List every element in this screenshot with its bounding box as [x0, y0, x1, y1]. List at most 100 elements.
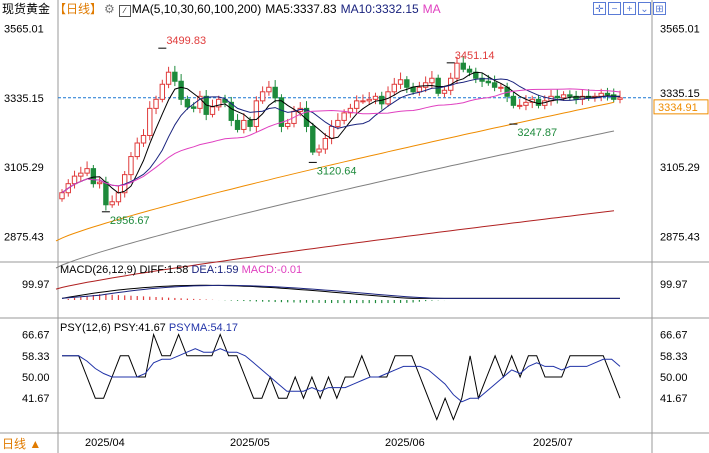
candle-body: [285, 122, 291, 127]
symbol-title: 现货黄金: [2, 2, 51, 16]
candle-body: [322, 137, 329, 150]
current-price-box: [653, 99, 709, 115]
plus-icon[interactable]: +: [623, 2, 636, 15]
candle-body: [328, 125, 335, 139]
price-tick-left: 3105.29: [4, 162, 44, 174]
candle-body: [567, 94, 573, 97]
candle-body: [485, 80, 492, 84]
candle-body: [466, 68, 473, 73]
candle-body: [454, 62, 460, 79]
macd-tick-left: 99.97: [22, 279, 50, 291]
candle-body: [554, 95, 561, 99]
macd-diff-line: [61, 284, 620, 299]
ma30-line: [61, 88, 621, 194]
candle-body: [422, 82, 429, 88]
ma5-value: MA5:3337.83: [265, 2, 337, 16]
price-tick-right: 3565.01: [660, 24, 700, 36]
price-tick-right: 2875.43: [660, 231, 700, 243]
psy-tick-right: 41.67: [660, 393, 688, 405]
candle-body: [535, 98, 542, 106]
candle-body: [523, 101, 529, 106]
annotation-high2: 3451.14: [455, 50, 495, 62]
macd-value: MACD:-0.01: [241, 264, 303, 276]
candle-body: [460, 62, 466, 70]
candle-body: [353, 100, 360, 109]
psy-value: PSY:41.67: [113, 322, 166, 334]
ma5-line: [61, 71, 620, 194]
macd-tick-right: 99.97: [660, 279, 688, 291]
candle-body: [59, 192, 65, 200]
ma-switch-icon[interactable]: ∕: [118, 5, 131, 17]
candle-body: [347, 107, 354, 114]
candle-body: [140, 134, 147, 144]
candle-body: [397, 79, 404, 85]
candle-body: [372, 95, 379, 100]
psyma-line: [62, 348, 621, 403]
candle-body: [259, 91, 266, 102]
candle-body: [209, 106, 216, 115]
macd-label: MACD(26,12,9): [60, 264, 137, 276]
candle-body: [96, 181, 103, 185]
candle-body: [71, 175, 78, 185]
candle-body: [404, 79, 410, 88]
candle-body: [278, 97, 285, 127]
ma-more: MA: [422, 2, 441, 16]
candle-body: [216, 98, 222, 108]
ma60-line: [55, 101, 615, 242]
candle-body: [341, 112, 347, 121]
candle-body: [153, 98, 159, 109]
price-tick-left: 3335.15: [4, 93, 44, 105]
candle-body: [416, 86, 423, 93]
settings-gear-icon[interactable]: ⚙: [104, 2, 115, 16]
candle-body: [228, 101, 234, 121]
candle-body: [253, 100, 260, 127]
candle-body: [241, 119, 247, 130]
x-axis-label: 2025/05: [230, 437, 270, 449]
psy-tick-right: 58.33: [660, 351, 688, 363]
price-tick-right: 3105.29: [660, 162, 700, 174]
annotation-high1: 3499.83: [166, 35, 206, 47]
candle-body: [516, 104, 523, 107]
psy-legend: PSY(12,6) PSY:41.67 PSYMA:54.17: [60, 322, 238, 334]
candle-body: [266, 86, 272, 93]
minus-icon[interactable]: −: [608, 2, 621, 15]
ma-label: MA(5,10,30,60,100,200): [131, 2, 262, 16]
candle-body: [560, 94, 567, 99]
candle-body: [435, 77, 441, 94]
dropdown-icon[interactable]: ⌄: [638, 2, 651, 15]
candle-body: [429, 77, 435, 84]
macd-legend: MACD(26,12,9) DIFF:1.58 DEA:1.59 MACD:-0…: [60, 264, 302, 276]
candle-body: [159, 83, 166, 100]
psy-tick-right: 66.67: [660, 329, 688, 341]
x-axis-label: 2025/07: [533, 437, 573, 449]
candle-body: [335, 119, 341, 127]
x-axis-label: 2025/06: [385, 437, 425, 449]
candle-body: [103, 181, 109, 206]
chart-header: 现货黄金 【日线】 ⚙ ∕ MA(5,10,30,60,100,200) MA5:3337…: [0, 0, 445, 18]
candle-body: [391, 83, 397, 93]
ma10-value: MA10:3332.15: [340, 2, 419, 16]
candle-body: [617, 97, 623, 100]
candle-body: [184, 98, 191, 108]
crosshair-icon[interactable]: ✛: [593, 2, 606, 15]
ma200-line: [55, 210, 615, 290]
psy-tick-right: 50.00: [660, 372, 688, 384]
period-selector[interactable]: 日线 ▲: [2, 437, 42, 451]
psy-tick-left: 50.00: [22, 372, 50, 384]
candle-body: [90, 168, 97, 185]
period-tag[interactable]: 【日线】: [54, 2, 103, 16]
candle-body: [272, 86, 278, 99]
candle-body: [134, 142, 140, 158]
macd-dea: DEA:1.59: [191, 264, 239, 276]
psy-label: PSY(12,6): [60, 322, 111, 334]
candle-body: [78, 172, 84, 177]
candle-body: [178, 80, 184, 100]
grid-icon[interactable]: ⊞: [653, 2, 666, 15]
psy-tick-left: 66.67: [22, 329, 50, 341]
candle-body: [147, 107, 153, 136]
candle-body: [310, 125, 316, 153]
x-axis-label: 2025/04: [85, 437, 125, 449]
candle-body: [190, 106, 197, 109]
candle-body: [441, 89, 448, 94]
